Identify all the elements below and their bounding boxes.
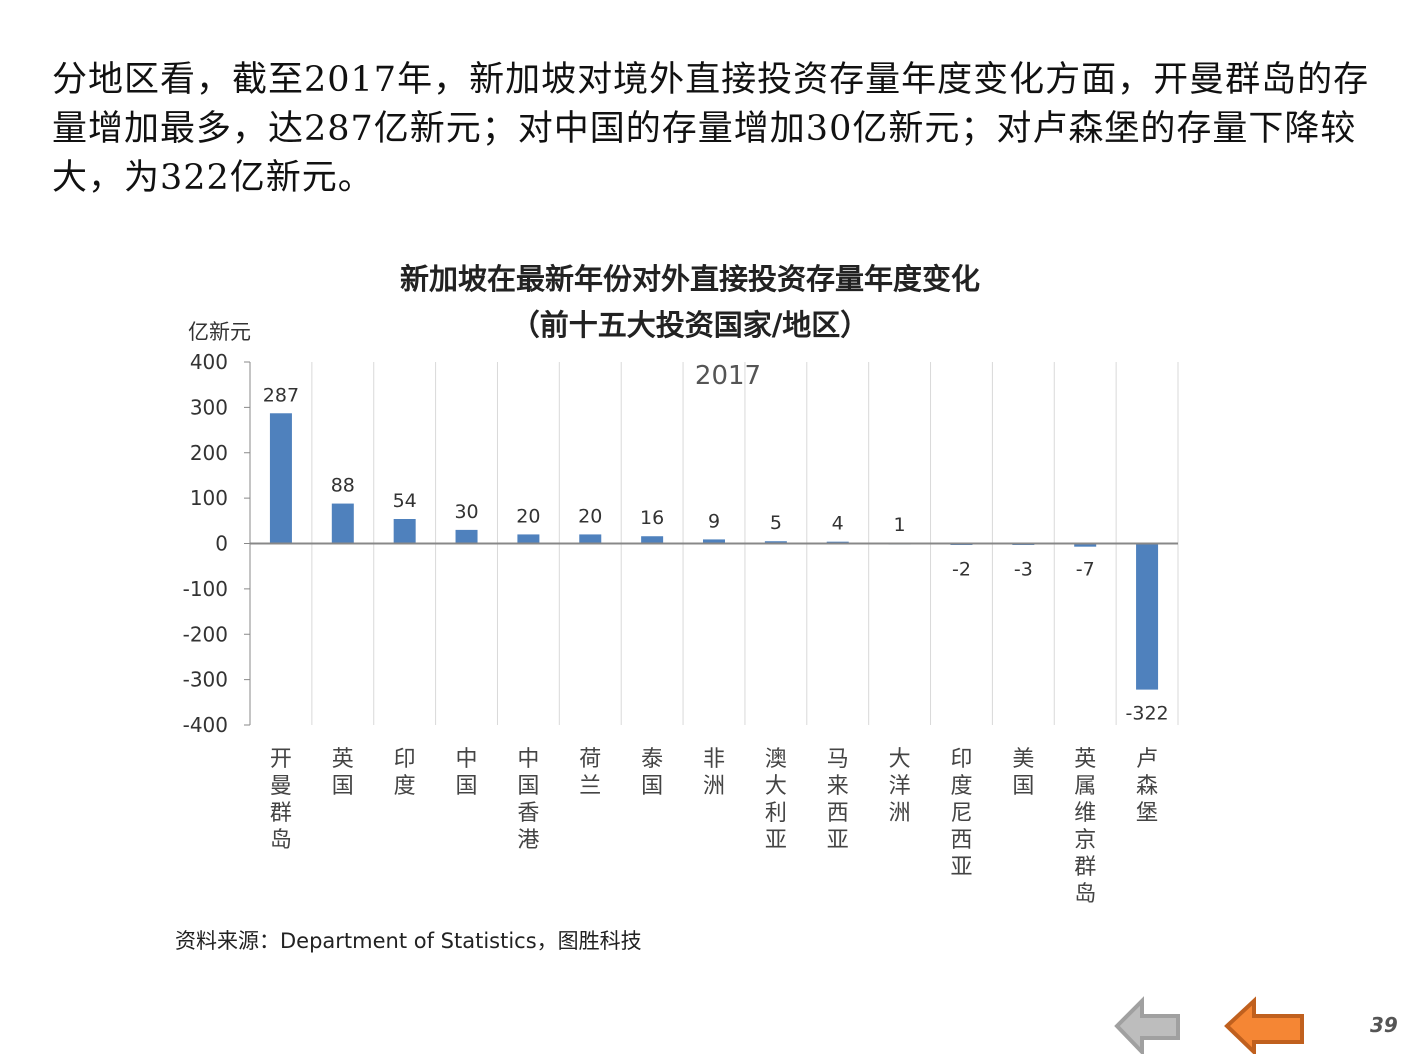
bar — [1074, 543, 1097, 547]
data-label: 5 — [770, 512, 782, 534]
bar — [393, 518, 416, 544]
bar — [331, 503, 354, 544]
data-label: 88 — [331, 475, 355, 497]
data-label: 54 — [393, 490, 417, 512]
x-tick-label: 中国 — [456, 747, 478, 799]
data-label: 20 — [516, 505, 540, 527]
bar — [517, 534, 540, 544]
y-tick-label: -400 — [183, 713, 228, 737]
x-tick-label: 印度 — [394, 747, 416, 799]
data-label: 4 — [832, 513, 844, 535]
x-tick-label: 大洋洲 — [889, 747, 911, 826]
data-label: -3 — [1014, 559, 1033, 581]
y-tick-label: 300 — [190, 395, 228, 419]
x-tick-label: 澳大利亚 — [765, 747, 787, 853]
x-tick-label: 印度尼西亚 — [950, 747, 972, 880]
intro-paragraph: 分地区看，截至2017年，新加坡对境外直接投资存量年度变化方面，开曼群岛的存量增… — [52, 60, 1370, 198]
data-label: 287 — [263, 384, 299, 406]
data-label: -7 — [1076, 559, 1095, 581]
x-tick-label: 荷兰 — [579, 747, 601, 799]
y-axis-unit: 亿新元 — [188, 320, 251, 344]
bar — [455, 529, 478, 544]
bar — [703, 539, 725, 544]
bar — [269, 413, 292, 544]
data-label: -2 — [952, 559, 971, 581]
back-arrow-button[interactable] — [1114, 996, 1182, 1054]
x-tick-label: 英国 — [332, 747, 354, 799]
y-tick-label: 0 — [215, 532, 228, 556]
x-tick-label: 美国 — [1012, 747, 1034, 799]
y-tick-label: -100 — [183, 577, 228, 601]
y-tick-label: 100 — [190, 486, 228, 510]
data-label: 30 — [454, 501, 478, 523]
bar — [641, 536, 664, 544]
x-tick-label: 马来西亚 — [827, 747, 849, 853]
data-label: 20 — [578, 505, 602, 527]
series-label: 2017 — [695, 361, 761, 391]
y-tick-label: -300 — [183, 668, 228, 692]
data-label: -322 — [1126, 703, 1169, 725]
x-tick-label: 中国香港 — [517, 747, 539, 853]
source-note: 资料来源：Department of Statistics，图胜科技 — [175, 929, 642, 953]
chart-title: 新加坡在最新年份对外直接投资存量年度变化 — [399, 262, 980, 296]
page-number: 39 — [1370, 1013, 1398, 1037]
bar — [579, 534, 602, 544]
previous-arrow-button[interactable] — [1224, 996, 1306, 1054]
left-arrow-icon — [1114, 996, 1180, 1054]
data-label: 9 — [708, 510, 720, 532]
y-tick-label: 400 — [190, 350, 228, 374]
bar — [764, 541, 787, 544]
left-arrow-icon — [1224, 996, 1304, 1054]
data-label: 16 — [640, 507, 664, 529]
x-tick-label: 泰国 — [641, 747, 663, 799]
chart-subtitle: （前十五大投资国家/地区） — [510, 308, 870, 342]
data-label: 1 — [894, 514, 906, 536]
y-tick-label: 200 — [190, 441, 228, 465]
x-tick-label: 非洲 — [703, 747, 725, 799]
x-tick-label: 英属维京群岛 — [1074, 747, 1096, 907]
bar — [1136, 543, 1159, 690]
y-tick-label: -200 — [183, 622, 228, 646]
x-tick-label: 卢森堡 — [1136, 747, 1158, 826]
x-tick-label: 开曼群岛 — [270, 747, 292, 853]
